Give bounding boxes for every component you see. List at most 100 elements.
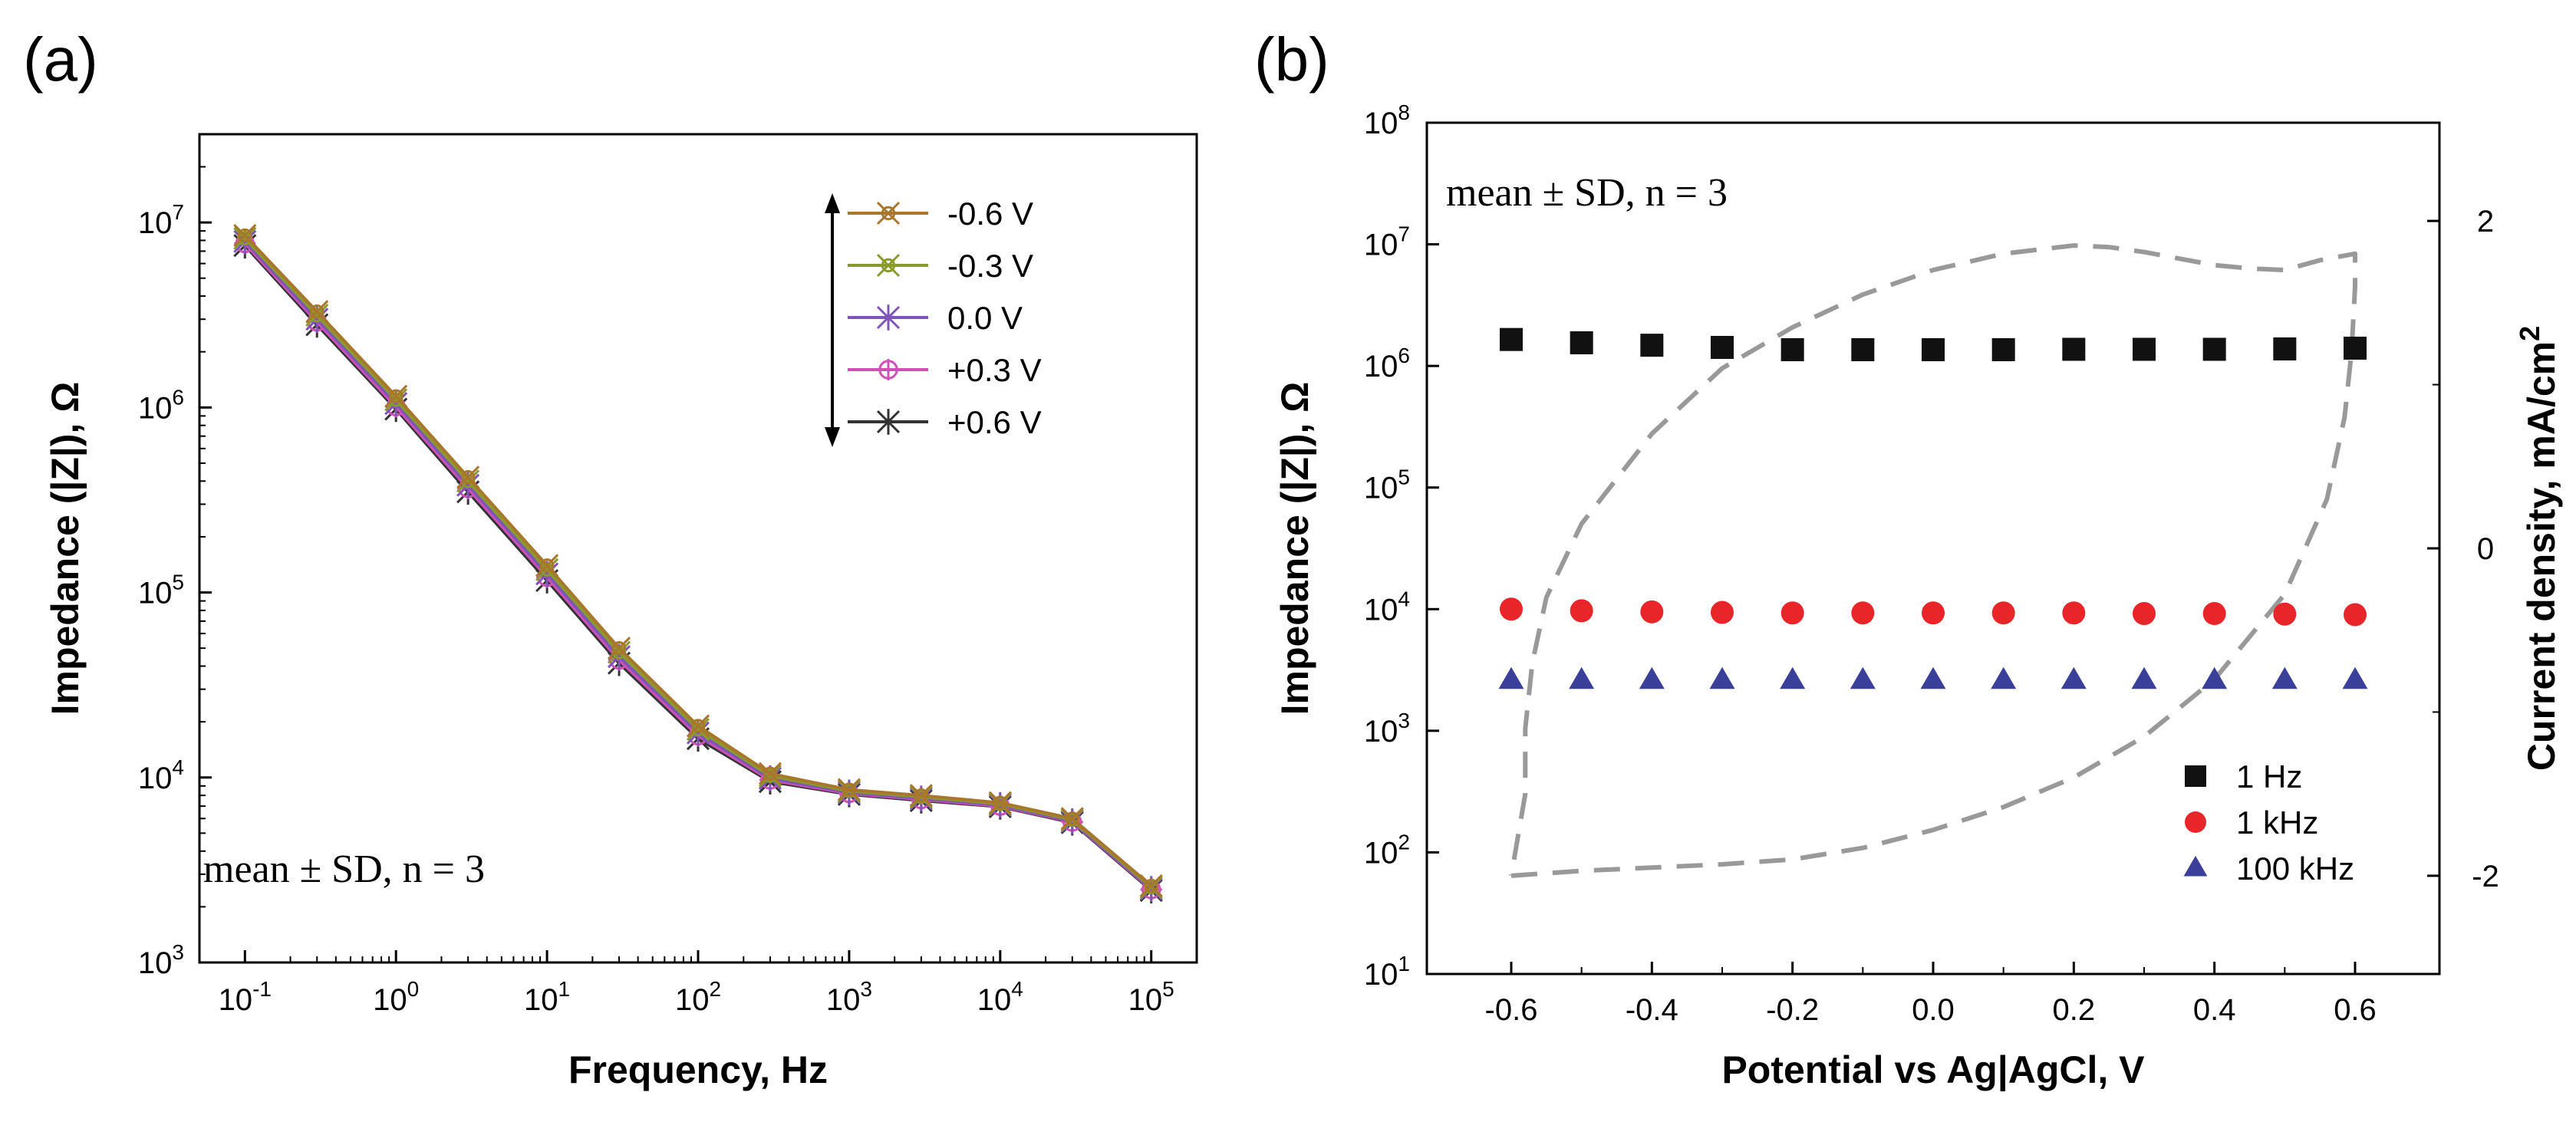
panel-b-legend-swatch-0 [2185,765,2206,787]
panel-b-series-1-point-12 [2344,603,2367,627]
panel-b-y-tick-label-1-exp: 2 [1398,830,1410,854]
panel-a-x-tick-label-6: 105 [1128,977,1174,1017]
panel-a-legend-swatch-marker-4 [876,409,901,435]
panel-b-cv-curve [1509,243,2357,878]
panel-a-legend-swatch-marker-0 [876,201,901,225]
panel-a-x-tick-label-5-base: 10 [977,983,1012,1017]
panel-a-series-0-point-7 [758,762,782,785]
panel-b-x-tick-label-2: -0.2 [1766,993,1819,1027]
panel-a-x-tick-label-3-base: 10 [675,983,710,1017]
panel-b-y-tick-label-6: 107 [1364,222,1410,262]
panel-a-series-0-point-2 [384,384,408,408]
panel-a-x-tick-label-2-base: 10 [524,983,558,1017]
panel-a-legend-label-1: -0.3 V [947,248,1033,284]
panel-a-x-tick-label-6-exp: 5 [1162,977,1174,1001]
panel-a-series-line-3 [243,242,1153,891]
panel-a-legend-arrow-head-up [825,193,840,213]
panel-b-y-tick-label-7-base: 10 [1364,107,1398,140]
panel-b-series-0-point-12 [2344,336,2367,360]
panel-a-series-0-point-4 [535,554,559,577]
panel-b-series-2-point-7 [1991,666,2017,689]
panel-a-legend-label-0: -0.6 V [947,196,1033,232]
panel-b-legend-label-2: 100 kHz [2236,851,2354,887]
panel-a-x-tick-label-4: 103 [826,977,872,1017]
panel-b-y2-axis-title: Current density, mA/cm2 [2514,326,2563,771]
panel-b-series-0-point-4 [1780,337,1804,361]
panel-b-series-0-point-6 [1922,337,1945,361]
panel-b-y-tick-label-0-exp: 1 [1398,952,1410,976]
panel-b-x-tick-label-3: 0.0 [1912,993,1955,1027]
panel-b-y-tick-label-1-base: 10 [1364,836,1398,870]
panel-b-series-0-point-2 [1640,334,1664,357]
panel-b-series-1-point-8 [2062,601,2086,625]
panel-b-plot-frame [1425,121,2441,976]
panel-b-axes: -0.6 -0.4 -0.2 0.0 0.2 0.4 0.61011021031041051… [1364,100,2499,1027]
panel-b-x-axis-title: Potential vs Ag|AgCl, V [1721,1048,2145,1092]
panel-b-y-tick-label-4: 105 [1364,466,1410,505]
panel-a-series-0-point-9 [909,784,933,808]
panel-a-y-axis-title: Impedance (|Z|), Ω [44,382,87,716]
panel-b-y2-axis-title-main: Current density, mA/cm [2520,341,2563,771]
panel-a-series-0-point-3 [456,466,480,489]
panel-a-series-line-4 [243,244,1153,892]
panel-b-series-0-point-0 [1500,327,1523,351]
panel-a-y-tick-label-1-base: 10 [138,762,173,795]
panel-a-plot-frame [198,133,1198,964]
panel-b-x-tick-label-6: 0.6 [2334,993,2377,1027]
panel-b-series-0-point-11 [2273,337,2297,360]
panel-b-y-tick-label-1: 102 [1364,830,1410,870]
panel-b-y-axis-title: Impedance (|Z|), Ω [1273,382,1317,716]
panel-b-series-1-point-11 [2273,602,2297,626]
panel-a-legend-swatch-marker-3 [878,359,899,380]
panel-b-series-1-point-0 [1500,597,1523,621]
panel-b-series-2-point-8 [2060,666,2087,689]
panel-a-y-tick-label-2-exp: 5 [172,571,184,594]
panel-b-series-0-point-3 [1711,335,1734,359]
panel-a-x-tick-label-3: 102 [675,977,721,1017]
panel-a-y-tick-label-2: 105 [138,571,184,610]
panel-b-series-2-point-3 [1709,666,1735,689]
panel-b-annotation: mean ± SD, n = 3 [1446,171,1728,215]
panel-b-series-0-point-1 [1570,331,1593,354]
panel-b-y-tick-label-0-base: 10 [1364,958,1398,992]
panel-b-series [1498,327,2368,689]
panel-a-y-tick-label-1-exp: 4 [172,755,184,779]
panel-a-y-tick-label-3: 106 [138,385,184,425]
panel-b-series-1-point-10 [2202,602,2226,626]
panel-a-series-0-point-11 [1060,807,1084,831]
panel-b-label: (b) [1254,25,1329,94]
panel-b-series-1-point-1 [1570,599,1593,623]
panel-b-series-2-point-2 [1639,666,1665,689]
panel-b-y-tick-label-6-exp: 7 [1398,222,1410,246]
panel-a-legend-swatch-marker-2 [876,304,901,331]
panel-b-y-tick-label-2-base: 10 [1364,715,1398,749]
panel-a-x-tick-label-1: 100 [373,977,419,1017]
panel-a-x-tick-label-5: 104 [977,977,1023,1017]
panel-a-x-tick-label-4-exp: 3 [860,977,872,1001]
panel-a-x-axis-title: Frequency, Hz [568,1048,828,1091]
panel-b-y2-tick-label-1: 0 [2477,532,2494,566]
panel-a-y-tick-label-0-base: 10 [138,946,173,980]
panel-b-series-2-point-9 [2131,666,2157,689]
panel-a-series-line-2 [243,240,1153,890]
panel-b-series-1-point-4 [1780,601,1804,625]
panel-a-y-tick-label-0: 103 [138,940,184,980]
panel-b-series-2-point-12 [2342,666,2368,689]
panel-b-x-tick-label-1: -0.4 [1626,993,1678,1027]
panel-b-series-0-point-7 [1991,337,2015,361]
panel-a-label: (a) [23,25,98,94]
panel-b-series-0-point-10 [2202,337,2226,361]
panel-a-series-0-point-0 [233,224,257,248]
panel-b-series-1-point-6 [1922,601,1945,625]
panel-b-y-tick-label-5-base: 10 [1364,350,1398,383]
panel-a-legend: -0.6 V -0.3 V 0.0 V +0.3 V +0.6 V [825,193,1042,447]
panel-a-y-tick-label-2-base: 10 [138,577,173,610]
panel-b-y-tick-label-6-base: 10 [1364,229,1398,262]
panel-a-x-tick-label-1-exp: 0 [407,977,420,1001]
panel-b-x-tick-label-5: 0.4 [2193,993,2236,1027]
panel-a-y-tick-label-4: 107 [138,200,184,240]
panel-a-y-tick-label-0-exp: 3 [172,940,184,964]
panel-b-y-tick-label-7: 108 [1364,100,1410,140]
panel-b-series-1-point-3 [1711,600,1734,624]
